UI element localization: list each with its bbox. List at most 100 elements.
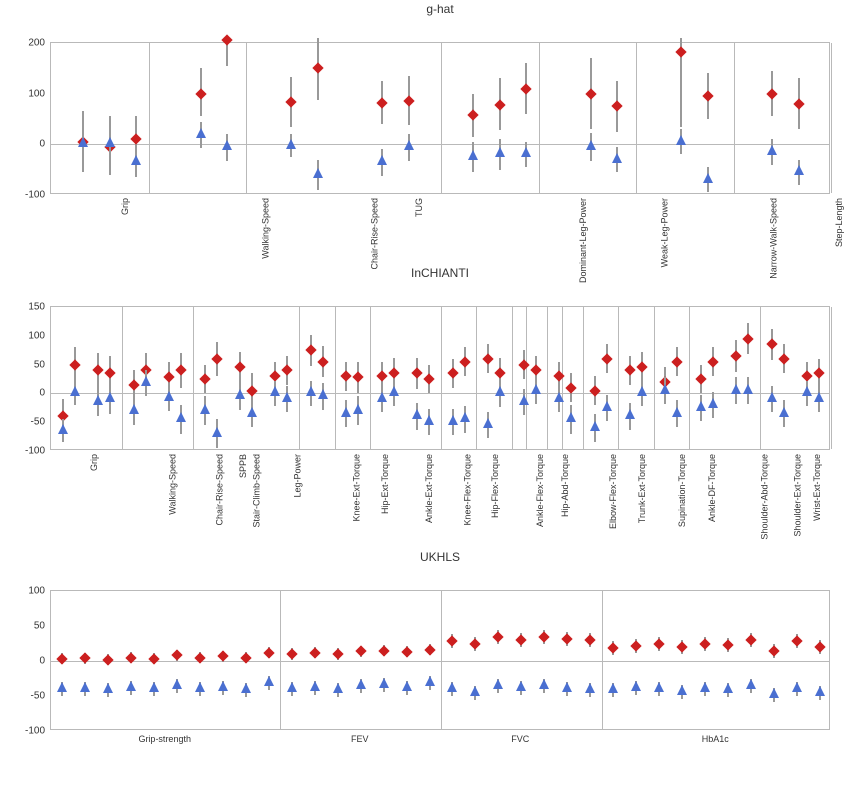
blue-point [195,682,205,692]
x-category-label: Grip [120,198,130,215]
red-point [286,648,297,659]
blue-point [57,682,67,692]
red-point [565,382,576,393]
blue-point [241,683,251,693]
blue-point [425,676,435,686]
blue-point [129,404,139,414]
red-point [562,633,573,644]
red-point [282,365,293,376]
blue-point [531,384,541,394]
red-point [653,639,664,650]
blue-point [700,682,710,692]
blue-point [703,173,713,183]
red-point [494,99,505,110]
red-point [424,644,435,655]
red-point [518,359,529,370]
x-category-label: Stair-Climb-Speed [252,454,262,528]
red-point [312,63,323,74]
red-point [676,46,687,57]
ytick-label: 100 [5,88,45,99]
blue-point [141,376,151,386]
blue-point [483,418,493,428]
panel-title: InCHIANTI [50,266,830,280]
red-point [199,373,210,384]
blue-point [70,386,80,396]
blue-point [660,384,670,394]
blue-point [470,686,480,696]
plot-area: -100-50050100 [50,590,830,730]
red-point [263,647,274,658]
red-point [778,353,789,364]
blue-point [404,140,414,150]
blue-point [519,395,529,405]
blue-point [448,415,458,425]
blue-point [608,683,618,693]
red-point [376,370,387,381]
x-category-label: Knee-Flex-Torque [462,454,472,526]
blue-point [222,140,232,150]
blue-point [270,386,280,396]
blue-point [212,427,222,437]
x-category-label: Trunk-Ext-Torque [637,454,647,523]
x-category-label: Wrist-Ext-Torque [812,454,822,521]
red-point [672,356,683,367]
red-point [149,653,160,664]
red-point [767,88,778,99]
red-point [743,333,754,344]
x-category-label: Ankle-DF-Torque [707,454,717,522]
x-category-label: Grip [89,454,99,471]
blue-point [590,421,600,431]
blue-point [78,137,88,147]
ytick-label: -100 [5,726,45,737]
ytick-label: 0 [5,139,45,150]
red-point [163,372,174,383]
red-point [745,634,756,645]
blue-point [377,392,387,402]
blue-point [767,392,777,402]
red-point [601,353,612,364]
blue-point [637,386,647,396]
blue-point [779,407,789,417]
blue-point [612,153,622,163]
blue-point [80,682,90,692]
blue-point [103,683,113,693]
blue-point [126,681,136,691]
blue-point [377,155,387,165]
x-category-label: Shoulder-Abd-Torque [760,454,770,540]
red-point [424,373,435,384]
ytick-label: 0 [5,388,45,399]
x-category-label: Ankle-Ext-Torque [424,454,434,523]
x-category-label: Elbow-Flex-Torque [608,454,618,529]
blue-point [379,678,389,688]
red-point [589,385,600,396]
red-point [128,379,139,390]
red-point [814,368,825,379]
red-point [353,372,364,383]
blue-point [654,682,664,692]
blue-point [196,128,206,138]
blue-point [247,407,257,417]
red-point [624,365,635,376]
ytick-label: 0 [5,656,45,667]
red-point [585,88,596,99]
x-category-label: Hip-Flex-Torque [490,454,500,518]
x-category-label: Shoulder-Ext-Torque [792,454,802,537]
blue-point [402,681,412,691]
blue-point [460,412,470,422]
blue-point [424,415,434,425]
x-category-label: Step-Length [834,198,844,247]
blue-point [792,682,802,692]
blue-point [313,168,323,178]
red-point [516,634,527,645]
red-point [470,638,481,649]
blue-point [105,392,115,402]
x-category-label: Walking-Speed [261,198,271,259]
blue-point [676,135,686,145]
blue-point [586,140,596,150]
ytick-label: 100 [5,586,45,597]
red-point [584,634,595,645]
red-point [377,97,388,108]
blue-point [495,386,505,396]
blue-point [264,676,274,686]
blue-point [794,165,804,175]
